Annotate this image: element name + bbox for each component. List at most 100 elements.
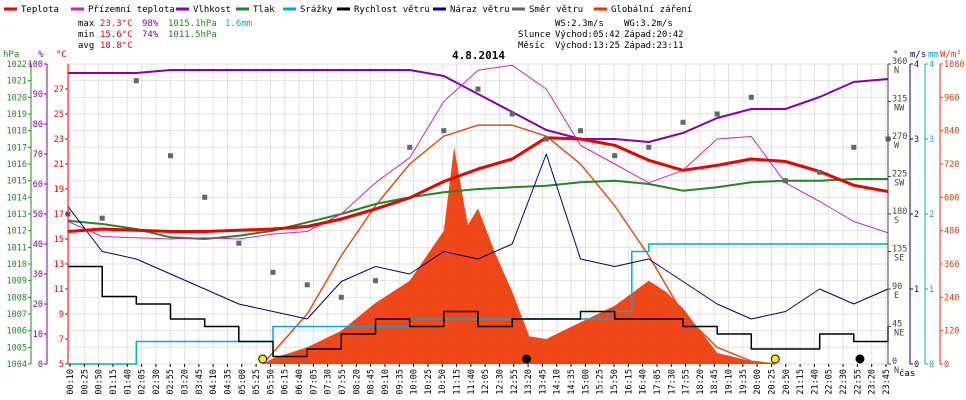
series-layer [65, 64, 891, 365]
axis-tick-label: 80 [33, 120, 43, 130]
chart-title: 4.8.2014 [452, 49, 505, 62]
x-tick-label: 05:50 [266, 369, 276, 395]
wind-direction-point [817, 169, 823, 175]
series-line [67, 136, 889, 233]
x-tick-label: 21:15 [796, 369, 806, 395]
info-moon-label: Měsíc [518, 41, 546, 51]
x-tick-label: 01:40 [123, 369, 133, 395]
moonset-marker [855, 354, 865, 364]
radiation-layer [68, 124, 888, 365]
axis-tick-label: 135 [892, 245, 907, 255]
wind-direction-point [543, 136, 549, 142]
x-tick-label: 01:15 [109, 369, 119, 395]
x-tick-label: 02:55 [166, 369, 176, 395]
x-tick-label: 09:10 [381, 369, 391, 395]
axis-tick-label: 90 [33, 90, 43, 100]
unit-degc: °C [56, 50, 67, 60]
legend: Teplota Přízemní teplota Vlhkost Tlak Srážky… [4, 5, 692, 15]
wind-direction-point [133, 78, 139, 84]
x-tick-label: 22:30 [839, 369, 849, 395]
sun-moon-markers [258, 354, 865, 364]
axis-tick-label: 25 [54, 110, 64, 120]
unit-deg: ° [893, 50, 899, 60]
wind-direction-point [99, 215, 105, 221]
axis-tick-label: 21 [54, 160, 64, 170]
legend-label: Teplota [21, 5, 59, 15]
axis-tick-label: 1006 [7, 327, 27, 337]
wind-direction-point [646, 144, 652, 150]
stats-avg-temp: 18.8°C [100, 41, 133, 51]
unit-mm: mm [928, 50, 939, 60]
info-sun-set: Západ:20:42 [624, 30, 684, 40]
axis-tick-label: 225 [892, 170, 907, 180]
axis-tick-label: 50 [33, 210, 43, 220]
x-tick-label: 20:50 [782, 369, 792, 395]
axis-tick-label: 1010 [7, 260, 27, 270]
wind-direction-point [475, 86, 481, 92]
wind-direction-point [236, 240, 242, 246]
wind-direction-point [270, 269, 276, 275]
x-tick-label: 03:45 [195, 369, 205, 395]
compass-label: N [894, 366, 899, 376]
x-tick-label: 13:45 [538, 369, 548, 395]
x-tick-label: 00:10 [66, 369, 76, 395]
unit-ms: m/s [910, 50, 927, 60]
x-tick-label: 18:45 [710, 369, 720, 395]
axis-tick-label: 1021 [7, 77, 27, 87]
x-tick-label: 11:40 [467, 369, 477, 395]
wind-direction-point [783, 178, 788, 184]
x-tick-label: 19:35 [739, 369, 749, 395]
series-line [67, 153, 889, 320]
axis-tick-label: 1014 [7, 193, 27, 203]
x-tick-label: 23:45 [882, 369, 892, 395]
info-moon-rise: Východ:13:25 [555, 41, 621, 51]
axis-tick-label: 2 [929, 210, 934, 220]
legend-label: Přízemní teplota [88, 5, 175, 15]
axis-tick-label: 23 [54, 135, 64, 145]
axis-tick-label: 315 [892, 95, 907, 105]
x-tick-label: 05:25 [252, 369, 262, 395]
axes: 1004100510061007100810091010101110121013… [7, 57, 965, 395]
legend-label: Vlhkost [193, 5, 231, 15]
axis-tick-label: 1 [914, 285, 919, 295]
x-tick-label: 07:30 [324, 369, 334, 395]
axis-tick-label: 480 [944, 227, 959, 237]
stats-max-temp: 23.3°C [100, 19, 133, 29]
compass-label: SE [894, 254, 904, 264]
x-tick-label: 04:10 [209, 369, 219, 395]
x-tick-label: 06:15 [281, 369, 291, 395]
sunset-marker [770, 354, 780, 364]
info-moon-set: Západ:23:11 [624, 41, 684, 51]
legend-label: Rychlost větru [354, 5, 430, 15]
axis-tick-label: 3 [914, 135, 919, 145]
axis-tick-label: 4 [914, 60, 919, 70]
x-tick-label: 19:10 [725, 369, 735, 395]
wind-direction-point [509, 111, 515, 117]
axis-tick-label: 27 [54, 85, 64, 95]
wind-direction-point [168, 153, 173, 159]
info-sun-label: Slunce [518, 30, 551, 40]
x-tick-label: 02:30 [152, 369, 162, 395]
wind-direction-point [612, 153, 618, 159]
axis-tick-label: 15 [54, 235, 64, 245]
wind-direction-point [441, 128, 447, 134]
axis-tick-label: 1015 [7, 177, 27, 187]
x-tick-label: 21:40 [810, 369, 820, 395]
wind-direction-point [407, 144, 413, 150]
axis-tick-label: 1016 [7, 160, 27, 170]
axis-tick-label: 1080 [944, 60, 964, 70]
x-tick-label: 02:05 [138, 369, 148, 395]
legend-label: Náraz větru [450, 5, 510, 15]
legend-label: Globální záření [611, 5, 692, 15]
x-tick-label: 09:35 [395, 369, 405, 395]
series-line [68, 265, 889, 358]
axis-tick-label: 360 [892, 57, 907, 67]
x-tick-label: 10:25 [424, 369, 434, 395]
compass-label: SW [894, 179, 905, 189]
wind-direction-point [202, 194, 208, 200]
axis-tick-label: 960 [944, 93, 959, 103]
axis-tick-label: 1019 [7, 110, 27, 120]
compass-label: N [894, 66, 899, 76]
